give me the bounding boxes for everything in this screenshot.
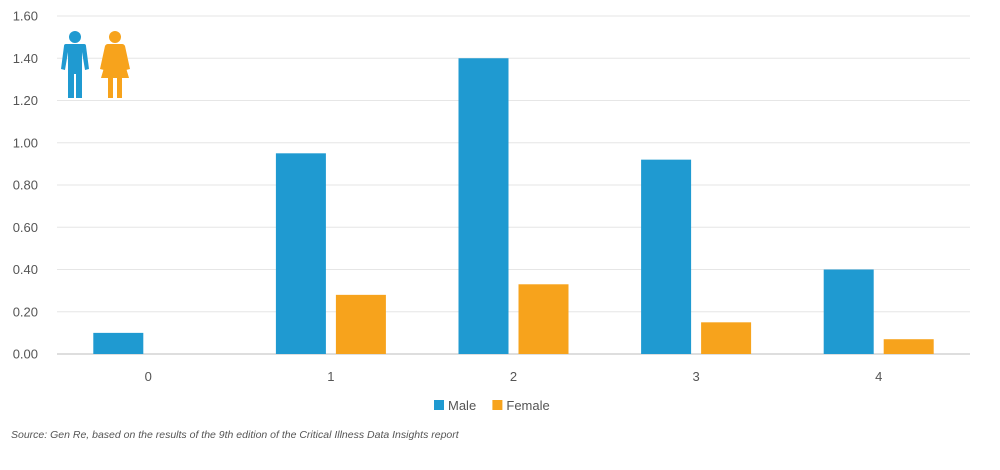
y-tick-label: 0.20 [13, 304, 38, 319]
y-tick-label: 1.60 [13, 9, 38, 24]
bar-female-4 [883, 339, 934, 354]
bar-male-2 [458, 58, 509, 354]
y-tick-label: 0.80 [13, 178, 38, 193]
x-tick-label: 2 [510, 369, 517, 384]
bar-male-4 [823, 269, 874, 354]
legend: Male Female [434, 398, 550, 413]
x-tick-label: 3 [692, 369, 699, 384]
y-tick-label: 1.00 [13, 135, 38, 150]
bar-male-1 [275, 153, 326, 354]
bar-female-2 [518, 284, 569, 354]
y-axis-ticks: 0.00 0.20 0.40 0.60 0.80 1.00 1.20 1.40 1.60 [13, 9, 38, 362]
bar-female-1 [335, 294, 386, 354]
legend-label-male: Male [448, 398, 476, 413]
female-icon [100, 31, 130, 98]
y-tick-label: 0.40 [13, 262, 38, 277]
bar-male-3 [641, 159, 692, 354]
bars [93, 58, 934, 354]
x-tick-label: 0 [145, 369, 152, 384]
source-note: Source: Gen Re, based on the results of … [11, 429, 459, 441]
bar-female-3 [701, 322, 752, 354]
gridlines [57, 15, 970, 355]
y-tick-label: 0.00 [13, 347, 38, 362]
bar-male-0 [93, 332, 144, 354]
male-icon [61, 31, 89, 98]
y-tick-label: 1.40 [13, 51, 38, 66]
legend-swatch-female [492, 400, 503, 410]
y-tick-label: 0.60 [13, 220, 38, 235]
x-tick-label: 4 [875, 369, 882, 384]
legend-swatch-male [434, 400, 444, 410]
y-tick-label: 1.20 [13, 93, 38, 108]
legend-label-female: Female [506, 398, 549, 413]
x-axis-ticks: 0 1 2 3 4 [145, 369, 883, 384]
x-tick-label: 1 [327, 369, 334, 384]
